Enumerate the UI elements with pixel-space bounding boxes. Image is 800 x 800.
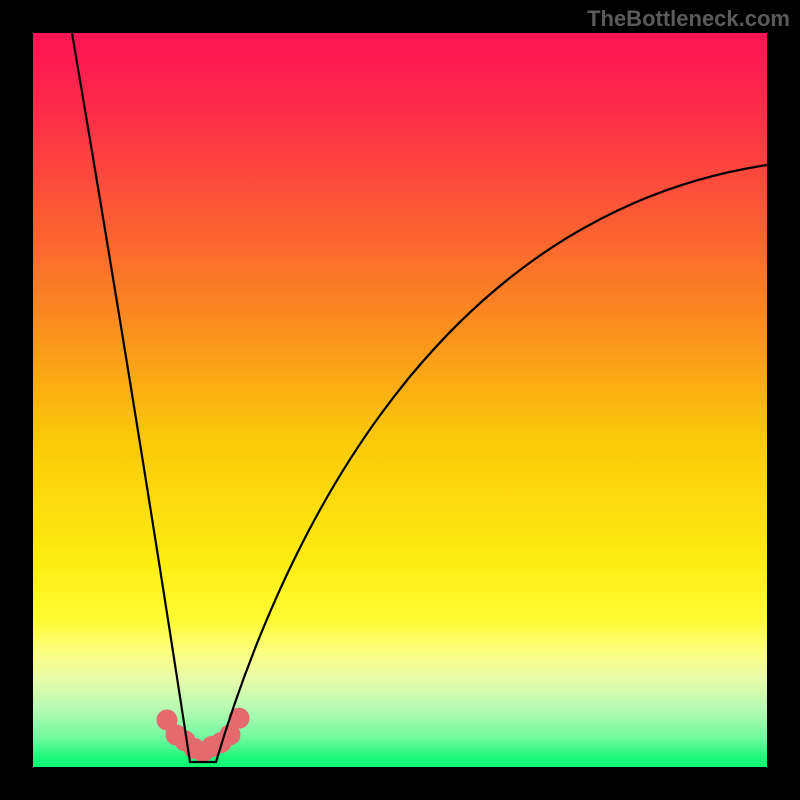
watermark-text: TheBottleneck.com (587, 6, 790, 32)
chart-container: { "canvas": { "width": 800, "height": 80… (0, 0, 800, 800)
plot-background (33, 33, 767, 767)
bottleneck-chart (0, 0, 800, 800)
